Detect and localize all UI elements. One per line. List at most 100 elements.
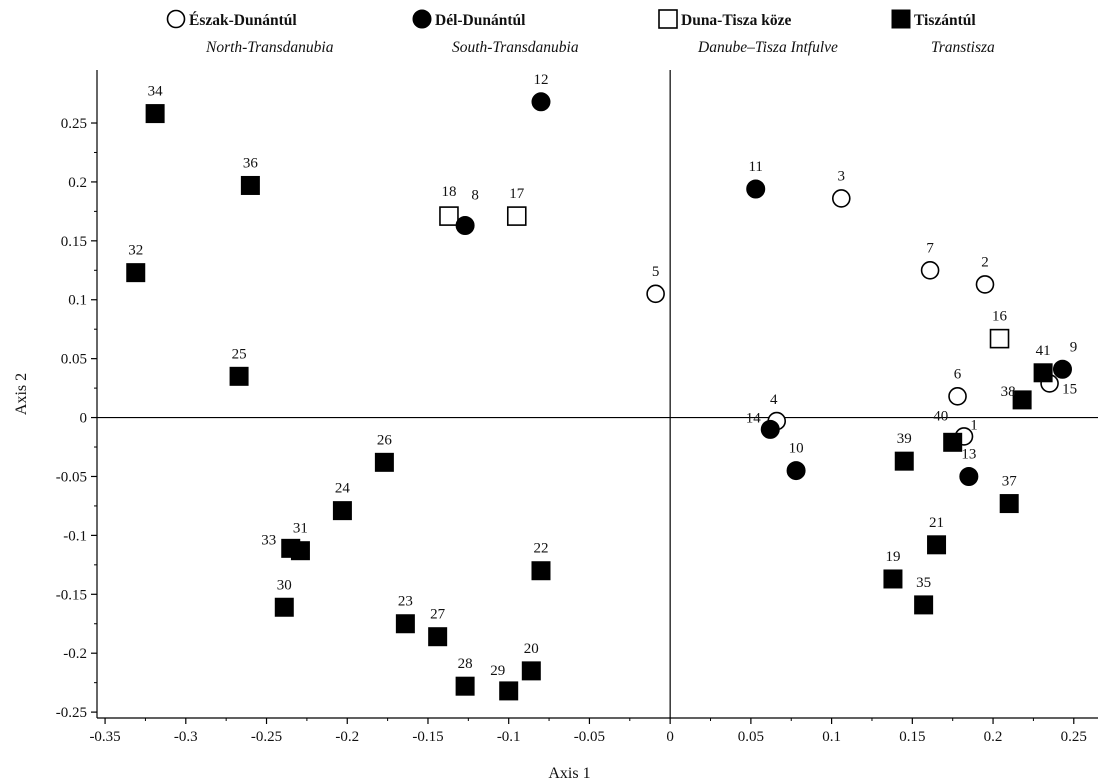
data-point-32 bbox=[126, 263, 146, 283]
data-point-25 bbox=[229, 366, 249, 386]
data-point-28 bbox=[455, 676, 475, 696]
x-tick-label: -0.2 bbox=[335, 729, 359, 745]
legend-name-4: Tiszántúl bbox=[914, 12, 976, 29]
legend-marker-3 bbox=[658, 9, 678, 29]
y-tick-label: -0.05 bbox=[56, 469, 87, 485]
data-point-2 bbox=[975, 275, 995, 294]
data-point-13 bbox=[959, 466, 979, 486]
point-label-41: 41 bbox=[1036, 343, 1051, 359]
data-point-37 bbox=[999, 494, 1019, 514]
plot-area: -0.35 -0.3 -0.25 -0.2 -0.15 -0.1 -0.05 0 0.05 0.1… bbox=[56, 70, 1098, 745]
data-point-10 bbox=[786, 461, 806, 481]
point-label-39: 39 bbox=[897, 431, 912, 447]
point-label-33: 33 bbox=[261, 532, 276, 548]
y-tick-label: 0 bbox=[80, 411, 88, 427]
x-tick-label: -0.3 bbox=[174, 729, 198, 745]
y-tick-label: -0.15 bbox=[56, 587, 87, 603]
data-point-20 bbox=[521, 661, 541, 681]
point-label-2: 2 bbox=[981, 254, 989, 270]
legend-marker-2 bbox=[412, 9, 432, 29]
x-tick-label: 0.05 bbox=[738, 729, 764, 745]
data-point-41 bbox=[1033, 363, 1053, 383]
point-label-37: 37 bbox=[1002, 474, 1018, 490]
data-point-26 bbox=[374, 452, 394, 472]
y-ticks: -0.25 -0.2 -0.15 -0.1 -0.05 0 0.05 0.1 0.15 0.2 0.… bbox=[56, 116, 97, 721]
legend-marker-4 bbox=[891, 9, 911, 29]
legend-name-1: Észak-Dunántúl bbox=[189, 12, 297, 29]
data-point-19 bbox=[883, 569, 903, 589]
data-point-17 bbox=[506, 206, 527, 226]
x-tick-label: -0.35 bbox=[89, 729, 120, 745]
data-point-14 bbox=[760, 419, 780, 439]
point-label-21: 21 bbox=[929, 515, 944, 531]
y-tick-label: 0.1 bbox=[68, 293, 87, 309]
y-tick-label: 0.2 bbox=[68, 175, 87, 191]
x-tick-label: -0.15 bbox=[412, 729, 443, 745]
data-point-3 bbox=[831, 189, 851, 208]
point-label-25: 25 bbox=[232, 346, 247, 362]
y-tick-label: -0.1 bbox=[63, 528, 87, 544]
y-tick-label: -0.25 bbox=[56, 705, 87, 721]
point-label-19: 19 bbox=[885, 549, 900, 565]
data-point-5 bbox=[646, 284, 665, 304]
point-label-20: 20 bbox=[524, 641, 539, 657]
point-label-17: 17 bbox=[509, 186, 525, 202]
point-label-4: 4 bbox=[770, 392, 778, 408]
data-point-7 bbox=[920, 260, 940, 280]
point-label-29: 29 bbox=[490, 663, 505, 679]
data-point-6 bbox=[948, 387, 967, 406]
x-tick-label: 0.1 bbox=[822, 729, 841, 745]
legend-subtitle-1: North-Transdanubia bbox=[205, 39, 334, 56]
data-point-24 bbox=[332, 501, 352, 521]
point-label-23: 23 bbox=[398, 594, 413, 610]
legend-name-2: Dél-Dunántúl bbox=[435, 12, 526, 29]
point-label-12: 12 bbox=[533, 72, 548, 88]
point-label-14: 14 bbox=[746, 410, 762, 426]
data-point-16 bbox=[989, 328, 1010, 349]
point-label-6: 6 bbox=[954, 366, 962, 382]
data-point-12 bbox=[531, 92, 551, 112]
data-point-29 bbox=[499, 681, 519, 701]
data-point-36 bbox=[240, 175, 260, 195]
data-point-23 bbox=[395, 614, 415, 634]
x-tick-label: -0.1 bbox=[497, 729, 521, 745]
point-label-32: 32 bbox=[128, 243, 143, 259]
data-points: 1234567158910111213141617181920212223242… bbox=[126, 72, 1077, 701]
x-tick-label: 0.2 bbox=[984, 729, 1003, 745]
point-label-18: 18 bbox=[441, 184, 456, 200]
y-tick-label: 0.05 bbox=[61, 352, 87, 368]
point-label-34: 34 bbox=[148, 84, 164, 100]
point-label-13: 13 bbox=[961, 446, 976, 462]
legend-subtitle-4: Transtisza bbox=[931, 39, 995, 56]
point-label-1: 1 bbox=[970, 417, 978, 433]
point-label-11: 11 bbox=[748, 159, 762, 175]
x-tick-label: -0.25 bbox=[251, 729, 282, 745]
data-point-21 bbox=[927, 535, 947, 555]
x-tick-label: 0.25 bbox=[1061, 729, 1087, 745]
point-label-16: 16 bbox=[992, 309, 1008, 325]
point-label-31: 31 bbox=[293, 521, 308, 537]
point-label-8: 8 bbox=[471, 188, 479, 204]
point-label-30: 30 bbox=[277, 577, 292, 593]
y-tick-label: -0.2 bbox=[63, 646, 87, 662]
data-point-8 bbox=[455, 216, 475, 236]
data-point-30 bbox=[274, 597, 294, 617]
point-label-27: 27 bbox=[430, 607, 446, 623]
x-tick-label: 0 bbox=[666, 729, 674, 745]
point-label-15: 15 bbox=[1062, 381, 1077, 397]
point-label-24: 24 bbox=[335, 481, 351, 497]
point-label-7: 7 bbox=[926, 240, 934, 256]
point-label-35: 35 bbox=[916, 575, 931, 591]
y-tick-label: 0.25 bbox=[61, 116, 87, 132]
point-label-3: 3 bbox=[838, 168, 846, 184]
x-axis-title: Axis 1 bbox=[548, 765, 590, 782]
data-point-11 bbox=[746, 179, 766, 199]
legend-marker-1 bbox=[166, 9, 186, 29]
point-label-40: 40 bbox=[933, 408, 948, 424]
data-point-9 bbox=[1052, 359, 1072, 379]
data-point-33 bbox=[281, 538, 301, 558]
point-label-28: 28 bbox=[458, 656, 473, 672]
y-tick-label: 0.15 bbox=[61, 234, 87, 250]
point-label-26: 26 bbox=[377, 432, 393, 448]
